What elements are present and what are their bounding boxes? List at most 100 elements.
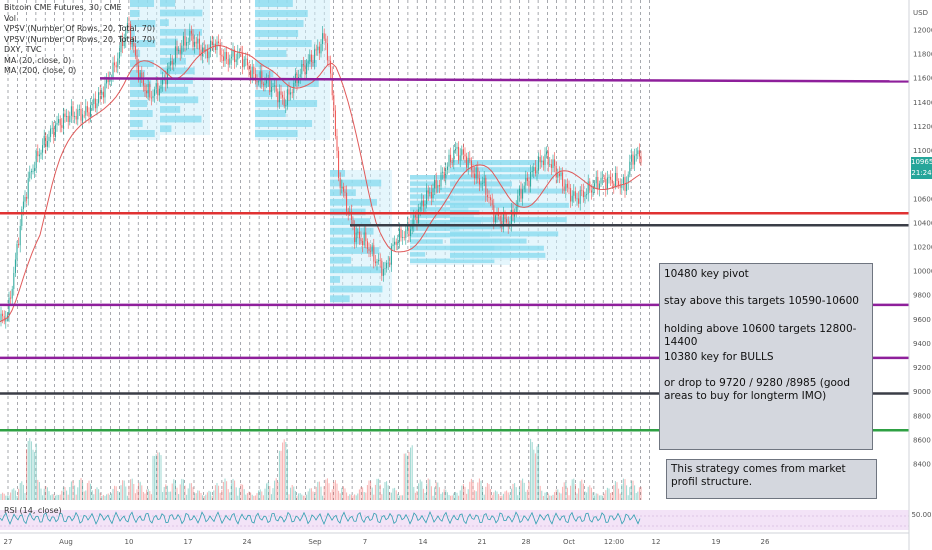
volume-bar — [296, 495, 298, 500]
candle-body — [147, 84, 149, 94]
volume-bar — [317, 481, 319, 500]
candle-body — [619, 184, 621, 188]
volume-bar — [104, 495, 106, 500]
candle-body — [187, 41, 189, 43]
time-axis[interactable]: 27 Aug 10 17 24 Sep 7 14 21 28 Oct 12:00 12 19 26 — [0, 532, 909, 546]
candle-body — [510, 209, 512, 225]
volume-bar — [61, 490, 63, 500]
candle-body — [446, 166, 448, 170]
candle-body — [70, 106, 72, 116]
volume-bar — [128, 485, 130, 500]
volume-bar — [443, 489, 445, 500]
volume-bar — [542, 495, 544, 500]
volume-bar — [45, 486, 47, 500]
legend-dxy[interactable]: DXY, TVC — [4, 45, 42, 54]
volume-bar — [278, 450, 280, 500]
volume-bar — [214, 485, 216, 500]
volume-bar — [557, 489, 559, 500]
candle-body — [77, 109, 79, 120]
volume-bar — [374, 484, 376, 500]
volume-bar — [357, 493, 359, 500]
candle-body — [157, 82, 159, 96]
volume-bar — [291, 484, 293, 500]
candle-body — [618, 180, 620, 185]
volume-bar — [5, 495, 7, 500]
volume-bar — [608, 488, 610, 500]
candle-body — [360, 238, 362, 241]
volume-bar — [32, 449, 34, 500]
candle-body — [526, 177, 528, 182]
candle-body — [637, 150, 639, 155]
candle-body — [413, 215, 415, 226]
candle-body — [91, 104, 93, 106]
volume-bar — [618, 488, 620, 500]
legend-vol[interactable]: Vol — [4, 13, 16, 23]
candle-body — [408, 224, 410, 237]
volume-bar — [526, 489, 528, 500]
candle-body — [133, 42, 135, 47]
profile-row — [255, 80, 319, 87]
candle-body — [286, 89, 288, 106]
moving-average-line — [0, 44, 641, 323]
candle-body — [562, 172, 564, 187]
price-axis[interactable]: USD 120001180011600114001120011000108001… — [908, 0, 932, 550]
volume-bar — [38, 482, 40, 500]
volume-bar — [285, 441, 287, 500]
profile-row — [450, 195, 488, 201]
volume-bar — [314, 494, 316, 500]
volume-bar — [373, 494, 375, 500]
legend-rsi[interactable]: RSI (14, close) — [4, 506, 62, 515]
volume-bar — [216, 483, 218, 500]
legend-vpsv-1[interactable]: VPSV (Number Of Rows, 20, Total, 70) — [4, 24, 156, 33]
volume-bar — [568, 495, 570, 500]
volume-bar — [485, 486, 487, 500]
strategy-note[interactable]: This strategy comes from market profil s… — [666, 459, 877, 499]
time-tick-label: 24 — [243, 538, 252, 546]
volume-bar — [13, 488, 15, 500]
candle-body — [610, 176, 612, 180]
candle-body — [627, 174, 629, 183]
volume-bar — [154, 455, 156, 500]
candle-body — [491, 200, 493, 206]
volume-bar — [294, 490, 296, 500]
candle-body — [392, 244, 394, 247]
candle-body — [445, 169, 447, 179]
candle-body — [80, 109, 82, 121]
candle-body — [456, 146, 458, 149]
legend-ma200[interactable]: MA (200, close, 0) — [4, 66, 77, 75]
candle-body — [176, 46, 178, 51]
volume-bar — [275, 478, 277, 500]
volume-bar — [256, 493, 258, 500]
legend-ma20[interactable]: MA (20, close, 0) — [4, 55, 72, 65]
volume-bar — [213, 490, 215, 500]
volume-bar — [350, 494, 352, 500]
volume-bar — [336, 483, 338, 500]
candle-body — [285, 105, 287, 107]
candle-body — [8, 297, 10, 316]
candle-body — [50, 128, 52, 137]
profile-row — [255, 20, 304, 27]
candle-body — [288, 89, 290, 95]
legend-vpsv-2[interactable]: VPSV (Number Of Rows, 20, Total, 70) — [4, 34, 156, 44]
volume-bar — [386, 481, 388, 500]
candle-body — [227, 59, 229, 65]
price-tick-label: 9200 — [913, 364, 931, 372]
candle-body — [378, 259, 380, 262]
profile-row — [130, 70, 146, 77]
volume-bar — [355, 495, 357, 500]
volume-bar — [8, 495, 10, 500]
volume-bar — [614, 481, 616, 500]
note-line-holding: holding above 10600 targets 12800-14400 — [664, 323, 857, 348]
candle-body — [181, 45, 183, 54]
legend-symbol[interactable]: Bitcoin CME Futures, 30, CME — [4, 3, 122, 12]
volume-bar — [488, 484, 490, 500]
candle-body — [621, 184, 623, 188]
candle-body — [501, 221, 503, 227]
volume-bar — [109, 494, 111, 500]
horizontal-level-line[interactable] — [99, 77, 910, 83]
analysis-note[interactable]: 10480 key pivot stay above this targets … — [659, 263, 873, 450]
volume-bar — [600, 495, 602, 500]
candle-body — [374, 261, 376, 264]
candle-body — [118, 52, 120, 59]
